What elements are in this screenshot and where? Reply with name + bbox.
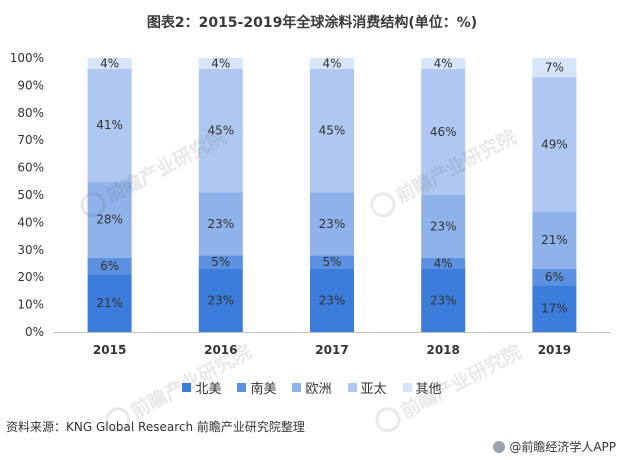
bar-segment xyxy=(87,258,132,275)
data-label: 4% xyxy=(434,56,453,70)
bar-segment xyxy=(532,58,577,78)
legend-swatch xyxy=(292,383,302,392)
data-label: 23% xyxy=(430,220,457,234)
brand-logo-icon xyxy=(493,440,506,453)
bar-segment xyxy=(421,68,466,195)
legend-label: 北美 xyxy=(195,382,222,397)
x-tick-label: 2015 xyxy=(93,343,126,357)
bar-segment xyxy=(87,68,132,182)
legend-label: 亚太 xyxy=(360,382,387,397)
bar-segment xyxy=(532,285,577,332)
y-tick-label: 80% xyxy=(17,106,44,120)
source-note: 资料来源：KNG Global Research 前瞻产业研究院整理 xyxy=(6,420,305,434)
legend-item: 南美 xyxy=(237,378,276,397)
bar-segment xyxy=(421,268,466,332)
y-tick-label: 60% xyxy=(17,161,44,175)
brand-credit: @前瞻经济学人APP xyxy=(493,438,616,455)
bar-segment xyxy=(198,192,243,256)
legend-label: 南美 xyxy=(250,382,277,397)
data-label: 5% xyxy=(211,255,230,269)
data-label: 23% xyxy=(207,293,234,307)
x-tick-label: 2018 xyxy=(426,343,459,357)
bar-segment xyxy=(310,58,354,69)
legend-label: 其他 xyxy=(415,382,442,397)
data-label: 4% xyxy=(211,56,230,70)
y-tick-label: 100% xyxy=(10,51,44,65)
watermark-logo-icon xyxy=(375,407,401,433)
bar-segment xyxy=(87,58,132,69)
legend-swatch xyxy=(182,383,192,392)
data-label: 23% xyxy=(430,293,457,307)
legend-swatch xyxy=(402,383,412,392)
legend-item: 其他 xyxy=(402,378,442,397)
legend-item: 亚太 xyxy=(347,378,387,397)
bar-segment xyxy=(198,268,243,332)
bar-segment xyxy=(198,68,243,193)
data-label: 46% xyxy=(430,125,457,139)
chart-legend: 北美 南美 欧洲 亚太 其他 xyxy=(0,378,624,397)
data-label: 6% xyxy=(545,270,564,284)
legend-swatch xyxy=(347,383,357,392)
x-tick-label: 2016 xyxy=(204,343,237,357)
bar-segment xyxy=(421,258,466,269)
data-label: 4% xyxy=(434,257,453,271)
bar-segment xyxy=(421,58,466,69)
data-label: 41% xyxy=(96,118,123,132)
data-label: 21% xyxy=(541,233,568,247)
data-label: 23% xyxy=(319,217,346,231)
bar-segment xyxy=(532,268,577,286)
data-label: 4% xyxy=(322,56,341,70)
y-tick-label: 50% xyxy=(17,188,44,202)
legend-item: 欧洲 xyxy=(292,378,332,397)
data-label: 45% xyxy=(319,124,346,138)
x-tick-label: 2019 xyxy=(538,343,571,357)
y-tick-label: 10% xyxy=(17,298,44,312)
bar-segment xyxy=(310,68,354,193)
y-tick-label: 20% xyxy=(17,270,44,284)
x-tick-label: 2017 xyxy=(315,343,348,357)
y-tick-label: 90% xyxy=(17,78,44,92)
data-label: 49% xyxy=(541,137,568,151)
data-label: 45% xyxy=(207,124,234,138)
legend-swatch xyxy=(237,383,247,392)
bar-segment xyxy=(198,58,243,69)
bar-segment xyxy=(87,274,132,332)
brand-text: @前瞻经济学人APP xyxy=(509,440,616,454)
data-label: 28% xyxy=(96,213,123,227)
y-tick-label: 0% xyxy=(25,325,44,339)
bar-segment xyxy=(87,181,132,259)
stacked-bar-chart: 0% 10% 20% 30% 40% 50% 60% 70% 80% 90% 100% 21% 6% 28… xyxy=(10,51,610,357)
legend-item: 北美 xyxy=(182,378,221,397)
bar-segment xyxy=(198,255,243,269)
bar-segment xyxy=(532,211,577,269)
data-label: 5% xyxy=(322,255,341,269)
y-tick-label: 70% xyxy=(17,133,44,147)
y-tick-label: 40% xyxy=(17,215,44,229)
bar-segment xyxy=(310,192,354,256)
bar-segment xyxy=(532,77,577,212)
bar-segment xyxy=(310,268,354,332)
legend-label: 欧洲 xyxy=(305,382,332,397)
data-label: 7% xyxy=(545,61,564,75)
bar-segment xyxy=(421,195,466,259)
data-label: 23% xyxy=(319,293,346,307)
data-label: 4% xyxy=(100,56,119,70)
y-tick-label: 30% xyxy=(17,243,44,257)
data-label: 17% xyxy=(541,302,568,316)
data-label: 6% xyxy=(100,259,119,273)
bar-segment xyxy=(310,255,354,269)
data-label: 23% xyxy=(207,217,234,231)
data-label: 21% xyxy=(96,296,123,310)
chart-title: 图表2：2015-2019年全球涂料消费结构(单位：%) xyxy=(146,15,478,31)
